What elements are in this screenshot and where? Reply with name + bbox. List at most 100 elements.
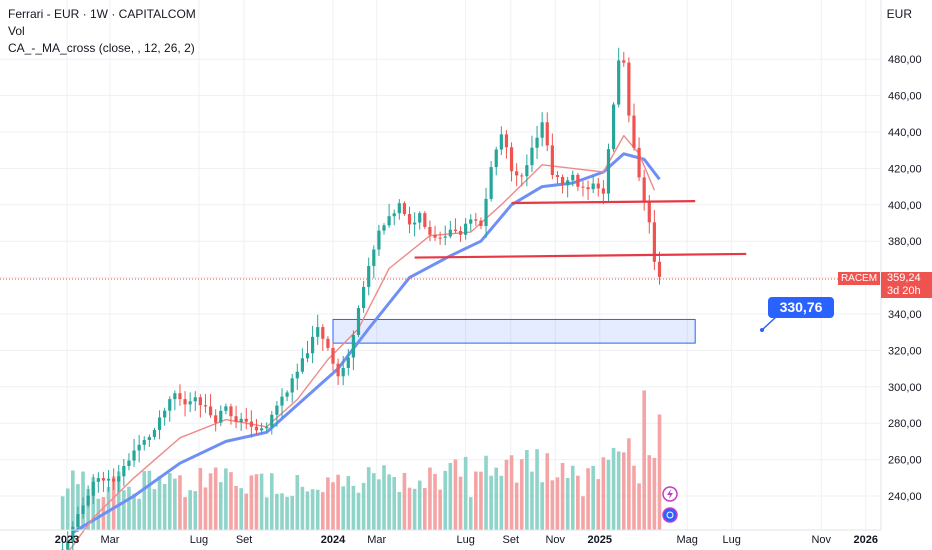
candle-body [622, 60, 626, 63]
volume-bars [60, 390, 662, 530]
volume-bar [596, 479, 601, 530]
volume-bar [407, 487, 412, 530]
candle-body [637, 147, 641, 178]
volume-indicator-label[interactable]: Vol [8, 24, 25, 38]
volume-bar [632, 465, 636, 530]
candle-body [586, 187, 590, 190]
volume-bar [428, 467, 432, 530]
target-zone-box[interactable] [332, 318, 696, 344]
volume-bar [565, 477, 570, 530]
volume-bar [259, 473, 264, 530]
candle-body [555, 175, 560, 177]
candle-body [489, 167, 493, 199]
candle-body [132, 450, 136, 461]
volume-bar [377, 479, 381, 530]
price-tick-label: 460,00 [888, 91, 922, 103]
candle-body [224, 406, 228, 411]
candle-body [453, 229, 458, 231]
candle-body [122, 465, 126, 477]
callout-leader-line [761, 316, 777, 331]
volume-bar [183, 497, 187, 530]
volume-bar [137, 498, 141, 530]
volume-bar [106, 486, 111, 530]
candle-body [372, 249, 376, 267]
volume-bar [616, 451, 621, 530]
candle-body [147, 436, 151, 441]
volume-bar [443, 470, 448, 530]
candle-body [321, 327, 325, 339]
candle-body [265, 426, 269, 429]
target-price-callout[interactable]: 330,76 [768, 297, 834, 318]
currency-label[interactable]: EUR [886, 7, 912, 21]
volume-bar [224, 468, 228, 530]
volume-bar [152, 489, 157, 530]
volume-bar [484, 455, 488, 530]
candle-body [545, 122, 549, 146]
candle-body [168, 399, 172, 411]
candle-body [112, 478, 116, 482]
volume-bar [132, 493, 136, 530]
volume-bar [162, 484, 167, 530]
resistance-trendline[interactable] [511, 200, 696, 205]
volume-bar [193, 491, 198, 530]
volume-bar [122, 490, 126, 530]
candle-body [560, 176, 565, 186]
candle-body [198, 397, 202, 406]
earnings-event-icon[interactable] [662, 507, 678, 523]
time-tick-label: Set [503, 534, 520, 546]
time-axis[interactable]: 2023 Mar Lug Set 2024 Mar Lug Set Nov 2025 Mag Lug N… [55, 534, 878, 546]
time-tick-label: 2023 [55, 534, 79, 546]
volume-bar [642, 390, 646, 530]
candle-body [300, 358, 304, 372]
symbol-title[interactable]: Ferrari - EUR · 1W · CAPITALCOM [8, 7, 196, 21]
time-tick-label: 2024 [321, 534, 346, 546]
candle-body [326, 338, 330, 348]
volume-bar [264, 497, 269, 530]
volume-bar [458, 476, 463, 530]
candle-body [642, 177, 646, 203]
candle-body [106, 478, 111, 481]
candle-body [163, 410, 167, 418]
candle-body [239, 418, 243, 423]
volume-bar [320, 492, 325, 530]
candle-body [484, 198, 488, 226]
candle-body [208, 406, 213, 416]
volume-bar [147, 470, 152, 530]
volume-bar [412, 488, 417, 530]
candles [61, 47, 662, 550]
support-trendline[interactable] [414, 252, 747, 259]
ma-cross-indicator-label[interactable]: CA_-_MA_cross (close, , 12, 26, 2) [8, 41, 195, 55]
candle-body [71, 526, 75, 542]
price-tick-label: 400,00 [888, 200, 922, 212]
candle-body [66, 541, 70, 550]
volume-bar [86, 488, 90, 530]
time-tick-label: Lug [456, 534, 474, 546]
volume-bar [489, 475, 493, 530]
volume-bar [652, 457, 657, 530]
volume-bar [218, 482, 223, 530]
candle-body [494, 149, 498, 168]
price-tick-label: 420,00 [888, 163, 922, 175]
candle-body [443, 236, 447, 238]
candle-body [290, 378, 294, 393]
volume-bar [178, 475, 182, 530]
candle-body [101, 478, 106, 481]
volume-bar [637, 483, 641, 530]
volume-bar [519, 459, 524, 530]
volume-bar [341, 486, 346, 530]
candle-body [76, 514, 80, 527]
candle-body [310, 336, 315, 354]
time-tick-label: Mar [101, 534, 120, 546]
volume-bar [188, 490, 192, 530]
candle-body [601, 188, 605, 194]
candle-body [96, 478, 100, 482]
volume-bar [111, 476, 116, 530]
flash-event-icon[interactable] [662, 486, 678, 502]
volume-bar [275, 493, 279, 530]
candle-body [617, 60, 621, 105]
volume-bar [611, 447, 616, 530]
callout-anchor-dot[interactable] [760, 328, 764, 332]
price-axis[interactable]: 240,00260,00280,00300,00320,00340,00360,… [888, 54, 922, 503]
candle-body [627, 62, 631, 116]
